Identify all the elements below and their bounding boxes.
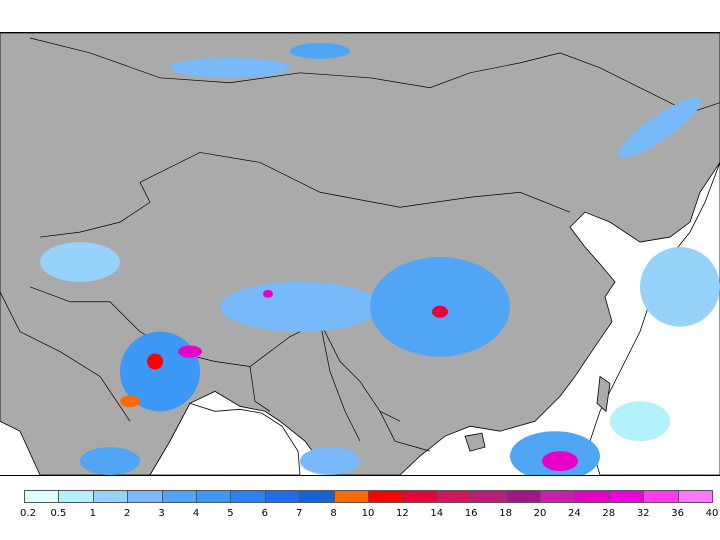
korea-japan-sea <box>589 162 720 475</box>
bay-of-bengal <box>149 402 301 475</box>
precipitation-legend <box>24 490 713 504</box>
legend-swatch <box>402 490 438 503</box>
legend-swatch <box>127 490 163 503</box>
legend-tick-label: 7 <box>296 508 303 519</box>
legend-tick-label: 12 <box>396 508 409 519</box>
legend-tick-label: 14 <box>430 508 444 519</box>
legend-tick-label: 24 <box>568 508 581 519</box>
legend-swatch <box>230 490 266 503</box>
legend-tick-label: 8 <box>330 508 337 519</box>
legend-swatch <box>540 490 576 503</box>
legend-swatch <box>196 490 232 503</box>
legend-tick-label: 20 <box>533 508 547 519</box>
precipitation-map <box>0 32 720 476</box>
legend-swatch <box>368 490 404 503</box>
legend-tick-label: 28 <box>602 508 616 519</box>
taiwan <box>596 375 611 413</box>
legend-tick-label: 36 <box>671 508 684 519</box>
legend-tick-label: 18 <box>499 508 512 519</box>
legend-swatch <box>333 490 369 503</box>
legend-swatch <box>24 490 60 503</box>
legend-swatch <box>436 490 473 503</box>
legend-tick-label: 40 <box>705 508 719 519</box>
legend-swatch <box>58 490 94 503</box>
legend-tick-label: 16 <box>464 508 478 519</box>
legend-swatch <box>643 490 679 503</box>
legend-swatch <box>608 490 645 503</box>
legend-tick-label: 1 <box>89 508 96 519</box>
legend-tick-label: 3 <box>158 508 165 519</box>
precipitation-areas <box>40 42 720 475</box>
legend-swatch <box>161 490 197 503</box>
legend-tick-label: 0.2 <box>20 508 36 519</box>
legend-tick-label: 10 <box>361 508 375 519</box>
legend-tick-label: 4 <box>192 508 200 519</box>
legend-swatch <box>574 490 610 503</box>
legend-swatch <box>264 490 301 503</box>
legend-swatch <box>505 490 541 503</box>
legend-swatch <box>299 490 335 503</box>
legend-swatch <box>677 490 713 503</box>
legend-tick-label: 2 <box>124 508 131 519</box>
country-borders <box>0 37 720 452</box>
legend-swatch <box>92 490 129 503</box>
legend-swatch <box>471 490 507 503</box>
legend-tick-label: 32 <box>636 508 650 519</box>
legend-tick-label: 6 <box>261 508 268 519</box>
legend-tick-label: 0.5 <box>50 508 67 519</box>
legend-tick-label: 5 <box>227 508 234 519</box>
hainan <box>464 432 486 452</box>
